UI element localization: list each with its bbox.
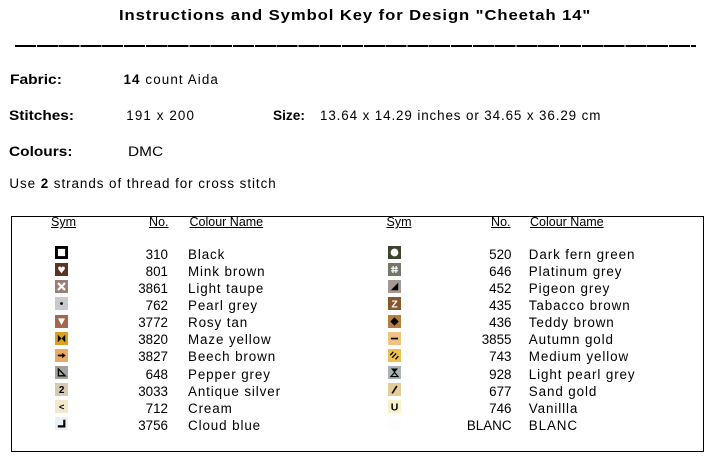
svg-text:2: 2 (58, 385, 64, 396)
svg-text:<: < (58, 402, 64, 413)
svg-text:Z: Z (391, 299, 398, 311)
svg-text:U: U (391, 401, 399, 413)
